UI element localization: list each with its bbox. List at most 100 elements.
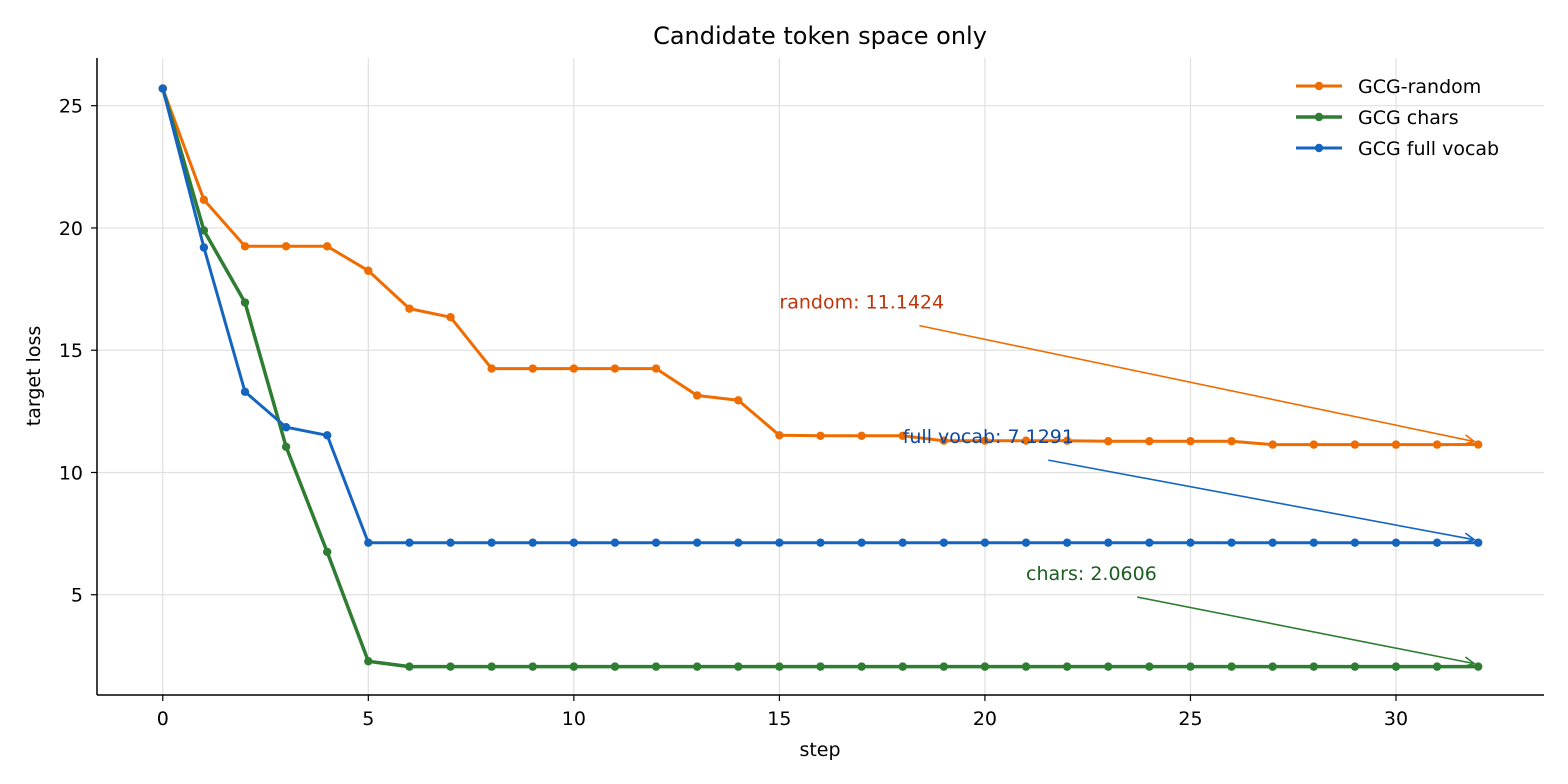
point-gcg-full-vocab xyxy=(898,538,907,547)
x-tick-label: 0 xyxy=(157,708,169,730)
annotation-text: chars: 2.0606 xyxy=(1026,563,1157,585)
point-gcg-full-vocab xyxy=(1021,538,1031,547)
series-lines xyxy=(158,84,1483,671)
point-gcg-chars xyxy=(651,662,661,671)
point-gcg-random xyxy=(1227,436,1236,446)
point-gcg-full-vocab xyxy=(281,423,291,432)
axes: 0 5 10 15 20 25 30 5 10 15 20 25 xyxy=(59,58,1544,730)
point-gcg-random xyxy=(199,195,209,205)
point-gcg-chars xyxy=(1186,662,1195,671)
point-gcg-random xyxy=(1350,440,1360,449)
point-gcg-full-vocab xyxy=(775,538,784,547)
point-gcg-random xyxy=(1021,436,1031,445)
legend: GCG-random GCG chars GCG full vocab xyxy=(1296,76,1499,160)
point-gcg-chars xyxy=(446,662,455,671)
point-gcg-random xyxy=(816,431,825,440)
y-tick-label: 15 xyxy=(59,340,83,362)
point-gcg-random xyxy=(1474,440,1483,449)
point-gcg-chars xyxy=(569,662,579,671)
point-gcg-full-vocab xyxy=(857,538,866,547)
point-gcg-random xyxy=(610,364,620,373)
point-gcg-random xyxy=(898,431,907,440)
point-gcg-full-vocab xyxy=(1145,538,1154,547)
point-gcg-chars xyxy=(939,662,949,671)
point-gcg-random xyxy=(1145,436,1154,446)
point-gcg-random xyxy=(240,242,250,251)
point-gcg-full-vocab xyxy=(939,538,949,547)
point-gcg-chars xyxy=(487,662,496,671)
point-gcg-random xyxy=(528,364,537,373)
point-gcg-chars xyxy=(323,547,332,557)
point-gcg-chars xyxy=(1391,662,1401,671)
point-gcg-chars xyxy=(240,298,250,307)
y-axis-label: target loss xyxy=(23,326,45,427)
point-gcg-random xyxy=(1432,440,1442,449)
point-gcg-random xyxy=(734,396,743,405)
point-gcg-full-vocab xyxy=(1432,538,1442,547)
point-gcg-chars xyxy=(1309,662,1318,671)
point-gcg-full-vocab xyxy=(692,538,702,547)
series-line-gcg-random xyxy=(161,88,1479,447)
point-gcg-full-vocab xyxy=(1309,538,1318,547)
point-gcg-full-vocab xyxy=(1391,538,1401,547)
point-gcg-chars xyxy=(1350,662,1360,671)
point-gcg-chars xyxy=(775,662,784,671)
x-tick-label: 20 xyxy=(973,708,997,730)
point-gcg-random xyxy=(1309,440,1318,449)
point-gcg-full-vocab xyxy=(1227,538,1236,547)
point-gcg-full-vocab xyxy=(1268,538,1277,547)
point-gcg-chars xyxy=(1145,662,1154,671)
point-gcg-chars xyxy=(1268,662,1277,671)
point-gcg-random xyxy=(939,436,949,445)
point-gcg-random xyxy=(1391,440,1401,449)
annotation-arrowhead xyxy=(1463,532,1477,544)
point-gcg-random xyxy=(651,364,661,373)
point-gcg-random xyxy=(1104,436,1113,446)
point-gcg-chars xyxy=(199,226,209,235)
point-gcg-full-vocab xyxy=(569,538,579,547)
point-gcg-chars xyxy=(1062,662,1072,671)
legend-marker xyxy=(1314,143,1324,153)
point-gcg-full-vocab xyxy=(528,538,537,547)
point-gcg-random xyxy=(405,304,414,313)
point-gcg-random xyxy=(487,364,496,373)
grid xyxy=(97,58,1544,695)
annotation-text: full vocab: 7.1291 xyxy=(903,426,1074,448)
x-axis-label: step xyxy=(799,739,840,761)
point-gcg-chars xyxy=(816,662,825,671)
point-gcg-full-vocab xyxy=(651,538,661,547)
point-gcg-chars xyxy=(898,662,907,671)
point-gcg-full-vocab xyxy=(364,538,373,547)
chart-title: Candidate token space only xyxy=(653,22,987,50)
annotations: random: 11.1424 full vocab: 7.1291 chars: … xyxy=(779,292,1477,668)
point-gcg-random xyxy=(364,266,373,275)
legend-label: GCG chars xyxy=(1358,107,1459,129)
series-line-gcg-full-vocab xyxy=(161,88,1479,545)
point-gcg-chars xyxy=(1021,662,1031,671)
annotation-arrow xyxy=(919,324,1475,443)
point-gcg-full-vocab xyxy=(816,538,825,547)
point-gcg-full-vocab xyxy=(323,431,332,440)
point-gcg-random xyxy=(1268,440,1277,449)
x-tick-label: 5 xyxy=(362,708,374,730)
point-gcg-full-vocab xyxy=(405,538,414,547)
annotation-text: random: 11.1424 xyxy=(779,292,944,314)
point-gcg-chars xyxy=(692,662,702,671)
y-tick-label: 25 xyxy=(59,96,83,118)
series-line-gcg-chars xyxy=(161,88,1479,669)
point-gcg-random xyxy=(323,242,332,251)
point-gcg-chars xyxy=(1474,662,1483,671)
legend-marker xyxy=(1314,81,1324,91)
point-gcg-full-vocab xyxy=(158,84,167,93)
x-tick-label: 25 xyxy=(1178,708,1202,730)
point-gcg-chars xyxy=(1104,662,1113,671)
point-gcg-chars xyxy=(1227,662,1236,671)
point-gcg-full-vocab xyxy=(980,538,990,547)
point-gcg-chars xyxy=(1432,662,1442,671)
point-gcg-chars xyxy=(980,662,990,671)
point-gcg-random xyxy=(775,431,784,440)
point-gcg-full-vocab xyxy=(240,387,250,396)
legend-label: GCG full vocab xyxy=(1358,138,1499,160)
annotation-arrow xyxy=(1048,459,1475,541)
